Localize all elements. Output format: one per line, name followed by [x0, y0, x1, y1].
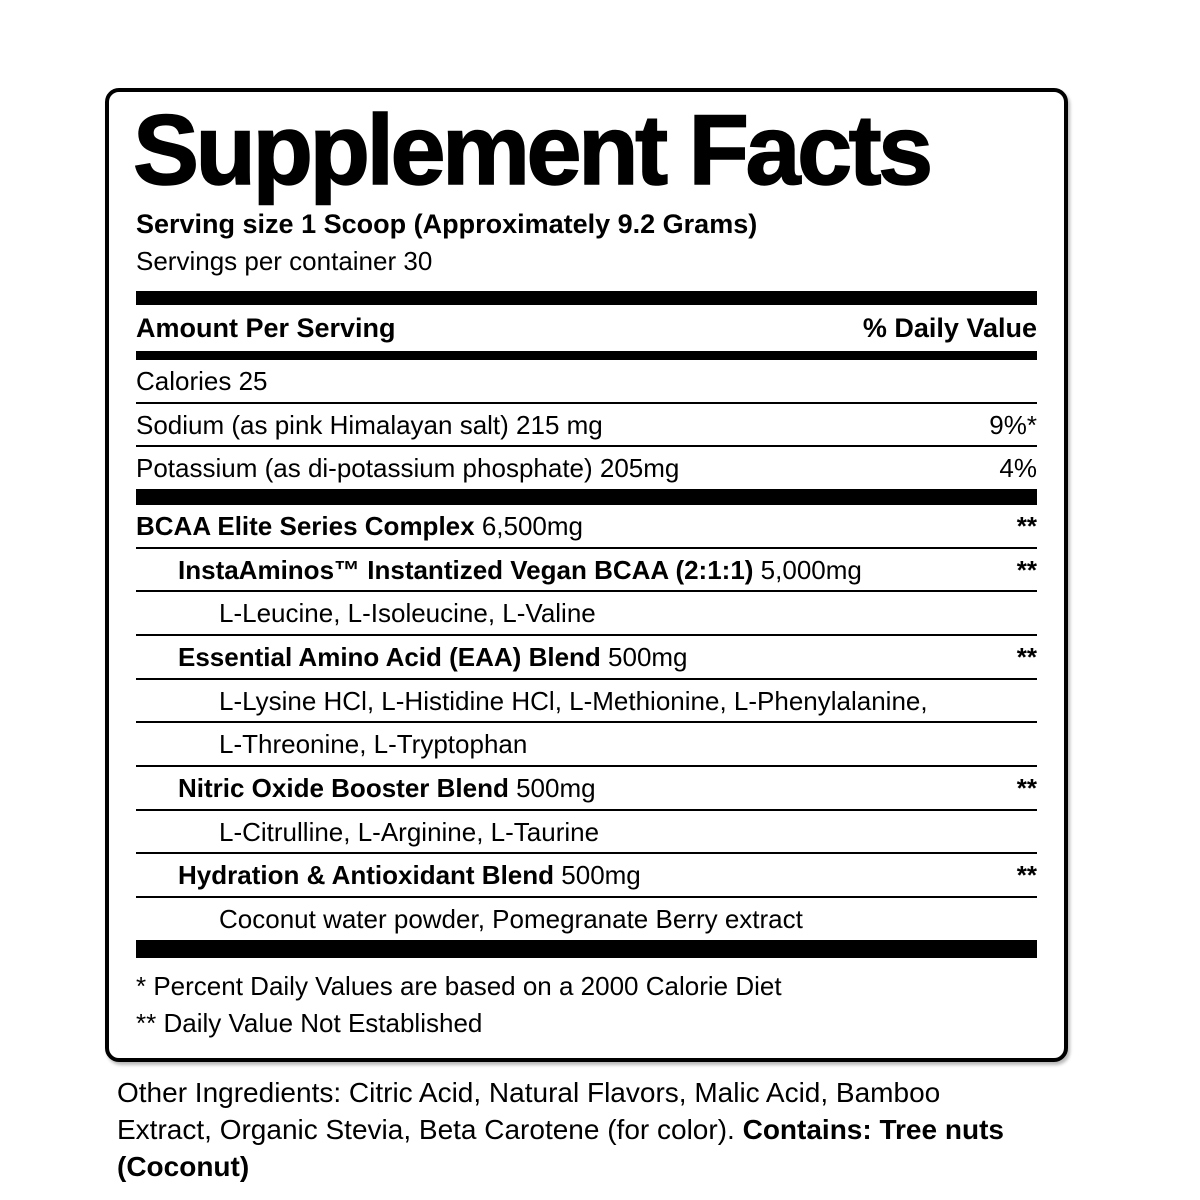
blend-row: Coconut water powder, Pomegranate Berry …: [136, 896, 1037, 940]
daily-value: **: [1016, 860, 1037, 891]
blend-row: L-Threonine, L-Tryptophan: [136, 721, 1037, 765]
row-label: Potassium (as di-potassium phosphate) 20…: [136, 453, 680, 484]
allergen-contains-text: Contains: Tree nuts (Coconut): [117, 1113, 1004, 1182]
other-ingredients-block: Other Ingredients: Citric Acid, Natural …: [117, 1074, 1042, 1186]
blend-row: InstaAminos™ Instantized Vegan BCAA (2:1…: [136, 546, 1037, 591]
divider-bar-thick: [136, 939, 1037, 958]
daily-value: 9%*: [989, 409, 1037, 440]
row-label: Calories 25: [136, 365, 268, 396]
column-header-row: Amount Per Serving % Daily Value: [136, 305, 1037, 351]
daily-value: 4%: [999, 453, 1037, 484]
blend-row: L-Lysine HCl, L-Histidine HCl, L-Methion…: [136, 677, 1037, 722]
footnote-daily-values: * Percent Daily Values are based on a 20…: [136, 970, 782, 1001]
daily-value-header: % Daily Value: [862, 312, 1037, 343]
row-label: Essential Amino Acid (EAA) Blend 500mg: [178, 642, 688, 672]
divider-bar-thick: [136, 488, 1037, 505]
blend-row: BCAA Elite Series Complex 6,500mg **: [136, 505, 1037, 547]
row-label: Nitric Oxide Booster Blend 500mg: [178, 773, 596, 804]
row-label: Coconut water powder, Pomegranate Berry …: [219, 904, 803, 935]
row-label: BCAA Elite Series Complex 6,500mg: [136, 510, 583, 541]
other-ingredients-text: Other Ingredients: Citric Acid, Natural …: [117, 1076, 941, 1145]
row-label: L-Lysine HCl, L-Histidine HCl, L-Methion…: [219, 685, 928, 716]
amount-per-serving-header: Amount Per Serving: [136, 312, 396, 343]
daily-value: **: [1016, 642, 1037, 672]
supplement-label: Supplement Facts Serving size 1 Scoop (A…: [105, 88, 1068, 1185]
footnote-dv-not-established: ** Daily Value Not Established: [136, 1007, 483, 1038]
daily-value: **: [1016, 554, 1037, 585]
divider-bar-medium: [136, 350, 1037, 360]
nutrient-row: Sodium (as pink Himalayan salt) 215 mg 9%…: [136, 401, 1037, 446]
blend-row: Essential Amino Acid (EAA) Blend 500mg **: [136, 634, 1037, 678]
panel-title: Supplement Facts: [132, 94, 934, 205]
footnotes-section: * Percent Daily Values are based on a 20…: [136, 958, 1037, 1048]
blend-rows-section: BCAA Elite Series Complex 6,500mg ** Insta…: [136, 505, 1037, 940]
blend-row: Hydration & Antioxidant Blend 500mg **: [136, 852, 1037, 896]
serving-size-line: Serving size 1 Scoop (Approximately 9.2 …: [136, 208, 758, 239]
row-label: Hydration & Antioxidant Blend 500mg: [178, 860, 641, 891]
nutrient-row: Calories 25: [136, 360, 1037, 402]
nutrient-row: Potassium (as di-potassium phosphate) 20…: [136, 445, 1037, 489]
nutrient-rows-section: Calories 25 Sodium (as pink Himalayan sal…: [136, 360, 1037, 489]
supplement-facts-panel: Supplement Facts Serving size 1 Scoop (A…: [105, 88, 1068, 1062]
daily-value: **: [1016, 773, 1037, 804]
blend-row: Nitric Oxide Booster Blend 500mg **: [136, 765, 1037, 809]
servings-per-container-line: Servings per container 30: [136, 245, 433, 276]
row-label: L-Threonine, L-Tryptophan: [219, 729, 528, 760]
divider-bar-thick: [136, 290, 1037, 305]
row-label: InstaAminos™ Instantized Vegan BCAA (2:1…: [178, 554, 862, 585]
blend-row: L-Citrulline, L-Arginine, L-Taurine: [136, 808, 1037, 853]
row-label: L-Leucine, L-Isoleucine, L-Valine: [219, 598, 596, 629]
row-label: L-Citrulline, L-Arginine, L-Taurine: [219, 816, 600, 847]
blend-row: L-Leucine, L-Isoleucine, L-Valine: [136, 590, 1037, 634]
daily-value: **: [1016, 510, 1037, 541]
row-label: Sodium (as pink Himalayan salt) 215 mg: [136, 409, 603, 440]
